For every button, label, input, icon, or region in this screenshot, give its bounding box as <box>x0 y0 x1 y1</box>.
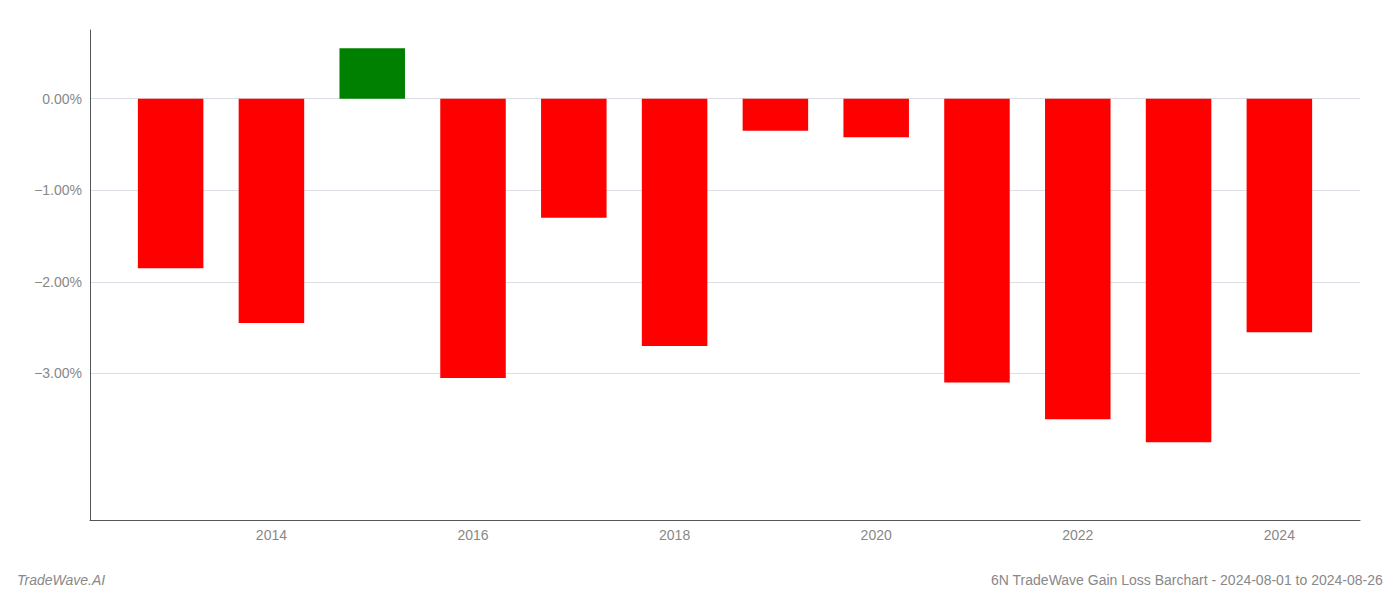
svg-text:−3.00%: −3.00% <box>34 365 82 381</box>
svg-text:−2.00%: −2.00% <box>34 274 82 290</box>
svg-text:0.00%: 0.00% <box>42 91 82 107</box>
svg-text:2022: 2022 <box>1062 527 1093 543</box>
svg-text:6N TradeWave Gain Loss Barchar: 6N TradeWave Gain Loss Barchart - 2024-0… <box>991 572 1383 588</box>
svg-text:2020: 2020 <box>861 527 892 543</box>
svg-text:2016: 2016 <box>457 527 488 543</box>
svg-text:2018: 2018 <box>659 527 690 543</box>
svg-text:2014: 2014 <box>256 527 287 543</box>
svg-text:TradeWave.AI: TradeWave.AI <box>17 572 105 588</box>
svg-text:−1.00%: −1.00% <box>34 182 82 198</box>
svg-text:2024: 2024 <box>1264 527 1295 543</box>
